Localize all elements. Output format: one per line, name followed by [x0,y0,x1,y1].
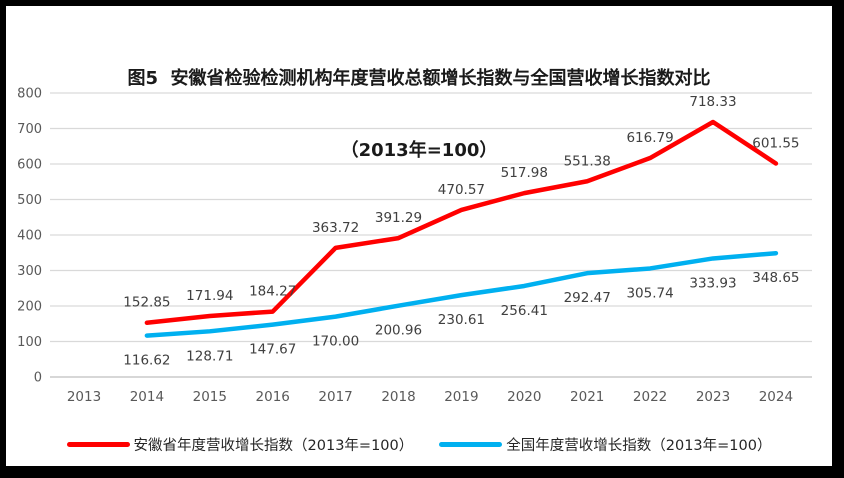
legend-item-national: 全国年度营收增长指数（2013年=100） [439,434,771,455]
legend-line-swatch-red [66,442,130,447]
data-label: 170.00 [312,334,359,350]
legend-item-anhui: 安徽省年度营收增长指数（2013年=100） [66,434,414,455]
data-label: 128.71 [186,348,233,364]
x-tick-label: 2018 [381,389,415,405]
y-tick-label: 400 [17,229,42,244]
data-label: 517.98 [501,165,548,181]
y-tick-label: 0 [34,371,42,386]
data-label: 292.47 [564,290,611,306]
y-tick-label: 300 [17,264,42,279]
y-tick-label: 500 [17,193,42,208]
x-tick-label: 2016 [256,389,290,405]
data-label: 200.96 [375,323,422,339]
y-tick-label: 800 [17,87,42,102]
x-tick-label: 2013 [67,389,101,405]
line-chart-svg: 0 100 200 300 400 500 600 700 800 2013 2014 2015 201… [17,87,812,405]
chart-canvas: 图5 安徽省检验检测机构年度营收总额增长指数与全国营收增长指数对比 （2013年… [6,6,832,466]
data-label: 470.57 [438,182,485,198]
y-tick-label: 200 [17,300,42,315]
x-tick-label: 2024 [759,389,793,405]
x-tick-label: 2021 [570,389,604,405]
data-label: 616.79 [626,130,673,146]
chart-title-line1: 图5 安徽省检验检测机构年度营收总额增长指数与全国营收增长指数对比 [127,68,711,89]
data-label: 718.33 [689,94,736,110]
data-label: 184.27 [249,284,296,300]
legend-line-swatch-blue [439,442,503,447]
data-label: 391.29 [375,210,422,226]
data-label: 348.65 [752,270,799,286]
x-tick-label: 2022 [633,389,667,405]
data-label: 116.62 [123,353,170,369]
legend-label-anhui: 安徽省年度营收增长指数（2013年=100） [133,438,414,454]
y-tick-label: 100 [17,335,42,350]
x-tick-label: 2017 [318,389,352,405]
chart-title-line2: （2013年=100） [340,140,498,161]
series-line-1 [144,250,779,338]
data-label: 147.67 [249,342,296,358]
x-tick-label: 2019 [444,389,478,405]
legend-label-national: 全国年度营收增长指数（2013年=100） [506,438,772,454]
data-label: 256.41 [501,303,548,319]
data-label: 152.85 [123,295,170,311]
data-label: 171.94 [186,288,233,304]
series-line-0 [144,119,779,325]
data-label: 363.72 [312,220,359,236]
data-label: 333.93 [689,275,736,291]
y-tick-label: 600 [17,158,42,173]
data-label: 230.61 [438,312,485,328]
chart-title: 图5 安徽省检验检测机构年度营收总额增长指数与全国营收增长指数对比 （2013年… [6,19,832,211]
x-tick-label: 2020 [507,389,541,405]
y-tick-label: 700 [17,122,42,137]
x-tick-label: 2015 [193,389,227,405]
data-label: 551.38 [564,153,611,169]
data-label: 601.55 [752,135,799,151]
data-label: 305.74 [626,285,673,301]
x-tick-label: 2023 [696,389,730,405]
x-tick-label: 2014 [130,389,164,405]
chart-legend: 安徽省年度营收增长指数（2013年=100） 全国年度营收增长指数（2013年=… [6,434,832,455]
